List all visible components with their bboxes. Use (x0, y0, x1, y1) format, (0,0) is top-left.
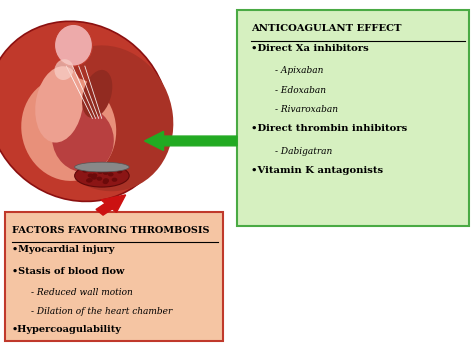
Text: - Rivaroxaban: - Rivaroxaban (275, 105, 338, 114)
Circle shape (97, 170, 103, 174)
Ellipse shape (55, 24, 92, 66)
Circle shape (103, 178, 109, 182)
Circle shape (88, 173, 93, 177)
Text: •Myocardial injury: •Myocardial injury (12, 245, 114, 254)
Circle shape (91, 175, 97, 180)
Text: FACTORS FAVORING THROMBOSIS: FACTORS FAVORING THROMBOSIS (12, 226, 210, 235)
Circle shape (87, 178, 93, 182)
FancyArrow shape (145, 132, 237, 150)
Ellipse shape (0, 21, 169, 201)
Text: - Dabigatran: - Dabigatran (275, 147, 332, 156)
Circle shape (103, 171, 109, 175)
Circle shape (102, 180, 108, 184)
Ellipse shape (40, 45, 173, 191)
Text: - Reduced wall motion: - Reduced wall motion (31, 288, 133, 298)
Circle shape (103, 179, 109, 183)
Ellipse shape (21, 77, 116, 181)
Ellipse shape (75, 164, 129, 187)
Circle shape (108, 172, 114, 176)
Ellipse shape (35, 66, 83, 143)
Ellipse shape (55, 59, 73, 80)
Circle shape (91, 173, 97, 177)
Circle shape (86, 179, 91, 183)
Ellipse shape (52, 106, 114, 172)
Ellipse shape (75, 162, 129, 172)
FancyBboxPatch shape (5, 212, 223, 341)
Text: •Stasis of blood flow: •Stasis of blood flow (12, 267, 124, 276)
Circle shape (117, 169, 122, 174)
Circle shape (112, 178, 118, 182)
Text: - Dilation of the heart chamber: - Dilation of the heart chamber (31, 307, 172, 316)
Text: •Direct Xa inhibitors: •Direct Xa inhibitors (251, 44, 369, 53)
Text: ANTICOAGULANT EFFECT: ANTICOAGULANT EFFECT (251, 24, 402, 33)
Text: - Apixaban: - Apixaban (275, 66, 323, 76)
Text: •Vitamin K antagonists: •Vitamin K antagonists (251, 166, 383, 175)
Circle shape (82, 168, 88, 173)
Circle shape (82, 167, 88, 172)
Text: •Hypercoagulability: •Hypercoagulability (12, 325, 122, 334)
Text: - Edoxaban: - Edoxaban (275, 86, 326, 95)
Text: •Direct thrombin inhibitors: •Direct thrombin inhibitors (251, 124, 408, 133)
FancyBboxPatch shape (237, 10, 469, 226)
Ellipse shape (82, 70, 112, 118)
Circle shape (81, 167, 87, 171)
Circle shape (94, 167, 100, 172)
FancyArrow shape (96, 195, 126, 215)
Circle shape (97, 176, 102, 181)
